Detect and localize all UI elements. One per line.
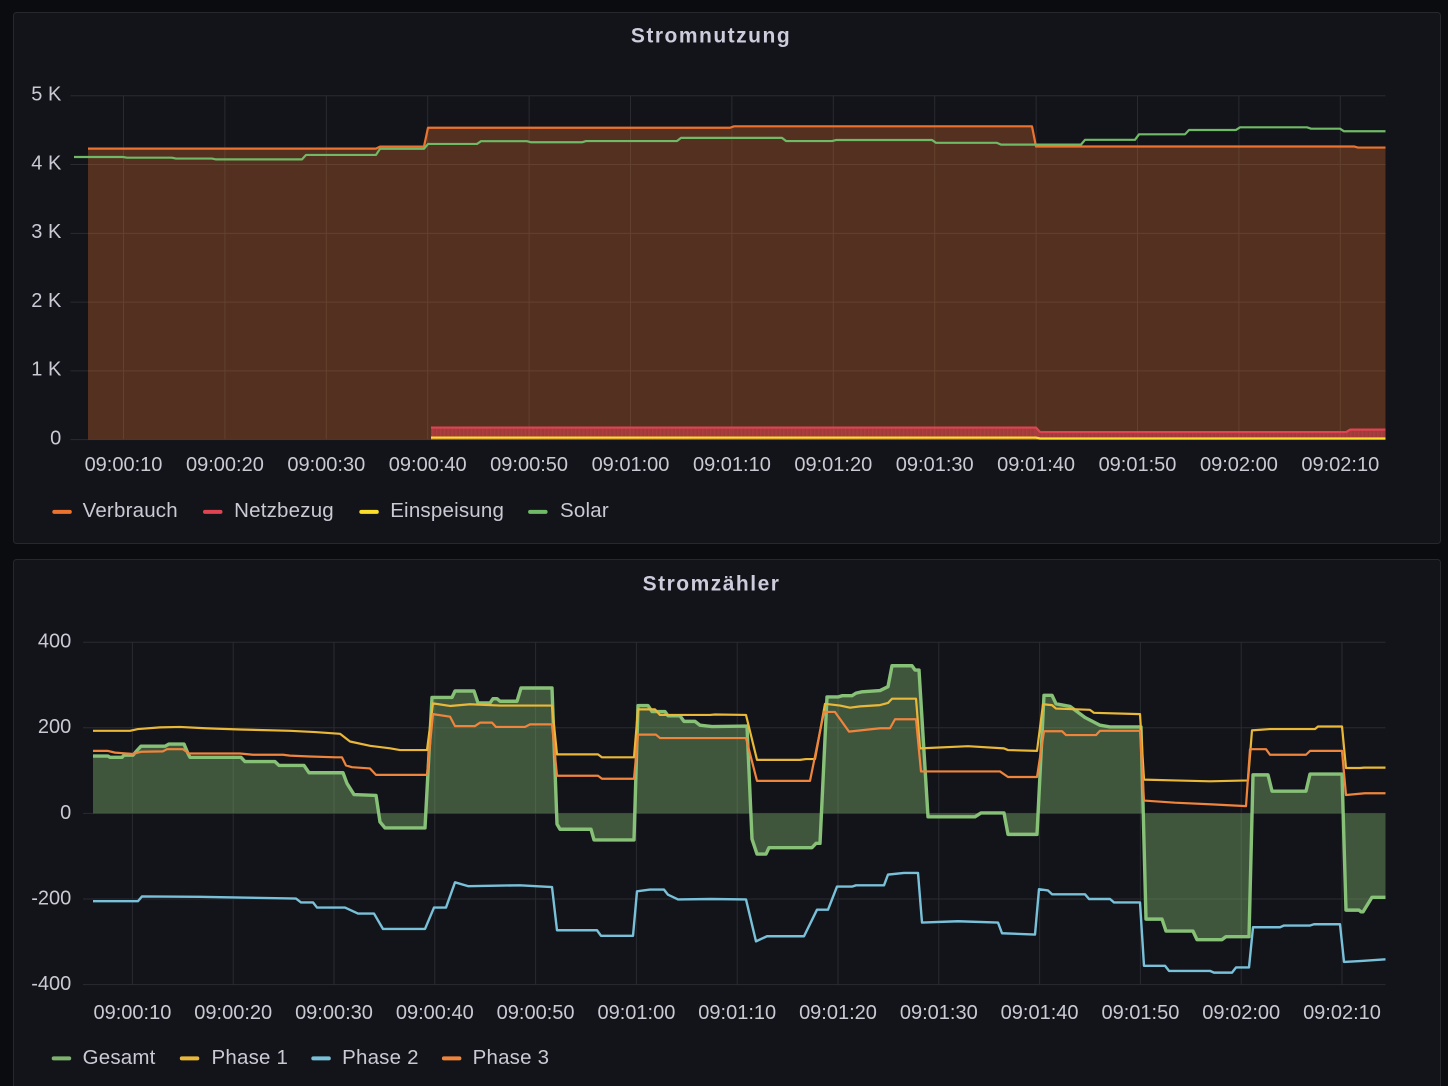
svg-text:09:00:10: 09:00:10 (85, 454, 163, 476)
svg-text:400: 400 (38, 631, 71, 653)
svg-text:09:01:10: 09:01:10 (698, 1002, 776, 1024)
svg-text:0: 0 (50, 427, 61, 449)
svg-text:09:02:00: 09:02:00 (1202, 1002, 1280, 1024)
svg-text:-400: -400 (31, 973, 71, 995)
svg-text:2 K: 2 K (31, 290, 62, 312)
svg-text:Solar: Solar (560, 499, 609, 522)
svg-text:09:01:50: 09:01:50 (1101, 1002, 1179, 1024)
svg-text:09:01:00: 09:01:00 (597, 1002, 675, 1024)
svg-text:Gesamt: Gesamt (83, 1046, 156, 1069)
svg-text:-200: -200 (31, 887, 71, 909)
svg-text:Phase 3: Phase 3 (473, 1046, 550, 1069)
svg-text:Verbrauch: Verbrauch (83, 499, 178, 522)
svg-text:1 K: 1 K (31, 359, 62, 381)
svg-text:09:01:30: 09:01:30 (900, 1002, 978, 1024)
svg-text:09:00:20: 09:00:20 (186, 454, 264, 476)
svg-text:09:01:40: 09:01:40 (997, 454, 1075, 476)
svg-text:4 K: 4 K (31, 152, 62, 174)
svg-text:Phase 1: Phase 1 (212, 1046, 289, 1069)
svg-text:Phase 2: Phase 2 (342, 1046, 419, 1069)
svg-text:Stromzähler: Stromzähler (643, 573, 781, 596)
svg-text:09:01:00: 09:01:00 (592, 454, 670, 476)
svg-text:09:00:50: 09:00:50 (490, 454, 568, 476)
svg-text:Stromnutzung: Stromnutzung (631, 25, 791, 48)
svg-text:09:01:40: 09:01:40 (1001, 1002, 1079, 1024)
svg-text:Netzbezug: Netzbezug (234, 499, 334, 522)
svg-text:09:00:20: 09:00:20 (194, 1002, 272, 1024)
svg-text:09:00:30: 09:00:30 (295, 1002, 373, 1024)
svg-text:09:01:10: 09:01:10 (693, 454, 771, 476)
svg-text:09:00:40: 09:00:40 (389, 454, 467, 476)
svg-text:09:01:50: 09:01:50 (1099, 454, 1177, 476)
svg-text:09:02:10: 09:02:10 (1303, 1002, 1381, 1024)
svg-text:09:00:50: 09:00:50 (497, 1002, 575, 1024)
svg-text:09:01:20: 09:01:20 (799, 1002, 877, 1024)
svg-text:09:01:20: 09:01:20 (794, 454, 872, 476)
svg-text:200: 200 (38, 716, 71, 738)
svg-text:3 K: 3 K (31, 221, 62, 243)
svg-text:09:00:10: 09:00:10 (93, 1002, 171, 1024)
svg-text:0: 0 (60, 802, 71, 824)
svg-text:09:00:30: 09:00:30 (287, 454, 365, 476)
svg-text:09:02:10: 09:02:10 (1301, 454, 1379, 476)
svg-text:Einspeisung: Einspeisung (390, 499, 504, 522)
svg-text:5 K: 5 K (31, 84, 62, 106)
svg-text:09:01:30: 09:01:30 (896, 454, 974, 476)
svg-text:09:00:40: 09:00:40 (396, 1002, 474, 1024)
svg-text:09:02:00: 09:02:00 (1200, 454, 1278, 476)
